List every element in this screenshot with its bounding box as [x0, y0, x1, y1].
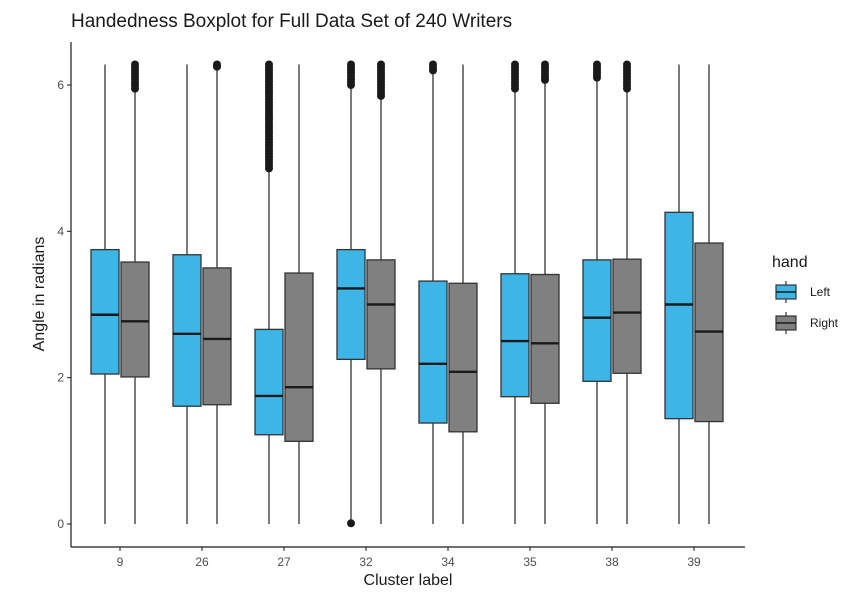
- iqr-box: [254, 328, 284, 436]
- plot-area: [90, 60, 724, 528]
- iqr-box: [530, 273, 560, 404]
- outlier-point: [511, 60, 519, 69]
- outlier-point: [377, 60, 385, 69]
- iqr-box: [664, 211, 694, 420]
- x-tick-label: 35: [523, 555, 537, 569]
- x-tick-label: 38: [605, 555, 619, 569]
- box-right-32: [366, 60, 396, 524]
- outlier-point: [347, 60, 355, 69]
- y-tick-label: 6: [57, 78, 64, 92]
- box-left-39: [664, 64, 694, 524]
- x-tick-label: 34: [441, 555, 455, 569]
- box-right-39: [694, 64, 724, 524]
- chart-title: Handedness Boxplot for Full Data Set of …: [71, 11, 512, 32]
- outlier-point: [347, 519, 355, 528]
- outlier-point: [593, 60, 601, 69]
- iqr-box: [120, 261, 150, 378]
- iqr-box: [90, 248, 120, 375]
- y-axis-title: Angle in radians: [31, 237, 48, 352]
- box-left-9: [90, 64, 120, 524]
- legend-label: Left: [810, 285, 831, 299]
- box-left-35: [500, 60, 530, 524]
- x-tick-label: 27: [277, 555, 291, 569]
- box-right-9: [120, 60, 150, 524]
- legend-item-right: Right: [775, 312, 839, 334]
- iqr-box: [284, 272, 314, 442]
- x-tick-label: 9: [117, 555, 124, 569]
- iqr-box: [500, 273, 530, 398]
- box-left-38: [582, 60, 612, 524]
- outlier-point: [623, 60, 631, 69]
- iqr-box: [418, 280, 448, 424]
- box-right-34: [448, 64, 478, 524]
- outlier-point: [131, 60, 139, 69]
- y-tick-label: 0: [57, 517, 64, 531]
- x-tick-label: 32: [359, 555, 373, 569]
- box-right-35: [530, 60, 560, 524]
- legend-item-left: Left: [775, 281, 831, 303]
- iqr-box: [448, 282, 478, 433]
- iqr-box: [612, 258, 642, 374]
- box-right-27: [284, 64, 314, 524]
- outlier-point: [265, 60, 273, 69]
- outlier-point: [213, 60, 221, 69]
- y-axis-ticks: 0 2 4 6: [57, 78, 71, 531]
- x-axis-ticks: 9 26 27 32 34 35 38 39: [117, 547, 701, 569]
- iqr-box: [172, 254, 202, 407]
- iqr-box: [202, 267, 232, 406]
- x-tick-label: 26: [195, 555, 209, 569]
- legend-title: hand: [772, 254, 808, 271]
- y-tick-label: 2: [57, 371, 64, 385]
- iqr-box: [582, 259, 612, 382]
- y-tick-label: 4: [57, 224, 64, 238]
- iqr-box: [336, 248, 366, 361]
- outlier-point: [429, 60, 437, 69]
- x-axis-title: Cluster label: [364, 572, 453, 589]
- box-left-26: [172, 64, 202, 524]
- legend-label: Right: [810, 316, 839, 330]
- x-tick-label: 39: [687, 555, 701, 569]
- box-left-34: [418, 60, 448, 524]
- box-right-38: [612, 60, 642, 524]
- iqr-box: [366, 259, 396, 370]
- box-left-27: [254, 60, 284, 524]
- box-left-32: [336, 60, 366, 528]
- legend: hand Left Right: [772, 254, 839, 334]
- box-right-26: [202, 60, 232, 524]
- outlier-point: [541, 60, 549, 69]
